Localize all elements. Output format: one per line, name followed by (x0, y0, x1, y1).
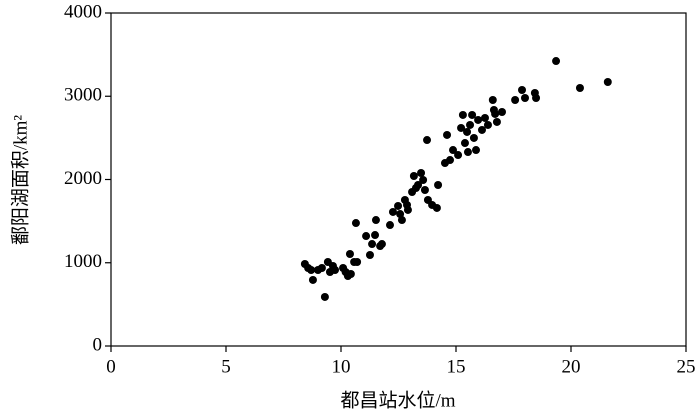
point (463, 148, 472, 157)
point (417, 169, 426, 178)
point (307, 265, 316, 274)
point (492, 117, 501, 126)
y-tick-label: 3000 (64, 85, 102, 106)
point (385, 221, 394, 230)
y-tick-label: 0 (93, 334, 103, 355)
point (463, 127, 472, 136)
point (483, 120, 492, 129)
point (368, 240, 377, 249)
point (466, 120, 475, 129)
plot-frame (110, 12, 687, 347)
point (414, 180, 423, 189)
point (403, 205, 412, 214)
point (511, 95, 520, 104)
point (498, 107, 506, 116)
x-tick-label: 5 (221, 356, 231, 377)
point (552, 57, 561, 66)
point (468, 110, 477, 119)
point (469, 133, 478, 142)
point (397, 216, 406, 225)
point (518, 86, 527, 95)
point (460, 139, 469, 148)
point (458, 110, 467, 119)
y-tick-label: 2000 (64, 168, 102, 189)
y-tick-label: 1000 (64, 251, 102, 272)
point (446, 156, 455, 165)
point (346, 269, 355, 278)
point (488, 95, 497, 104)
point (521, 93, 529, 102)
point (603, 78, 612, 87)
point (491, 109, 500, 118)
point (575, 84, 584, 93)
point (331, 265, 340, 274)
point (371, 216, 380, 225)
point (472, 146, 481, 155)
point (449, 146, 458, 155)
point (371, 231, 380, 240)
y-axis-label: 鄱阳湖面积/km² (9, 115, 31, 246)
point (377, 240, 386, 249)
point (345, 250, 354, 259)
x-tick-label: 20 (562, 356, 581, 377)
point (454, 151, 463, 160)
x-tick-label: 15 (447, 356, 466, 377)
point (419, 175, 428, 184)
x-tick-label: 0 (106, 356, 116, 377)
point (457, 123, 466, 132)
point (443, 130, 452, 139)
point (420, 185, 429, 194)
point (351, 219, 360, 228)
point (480, 113, 489, 122)
y-tick-label: 4000 (64, 1, 102, 22)
point (353, 258, 362, 267)
point (388, 207, 397, 216)
x-tick-label: 25 (677, 356, 696, 377)
point (474, 115, 483, 124)
point (365, 251, 374, 260)
point (434, 180, 443, 189)
point (362, 232, 371, 241)
point (423, 136, 432, 145)
x-tick-label: 10 (332, 356, 351, 377)
x-axis-label: 都昌站水位/m (340, 389, 455, 411)
point (320, 292, 329, 301)
point (308, 275, 317, 284)
point (394, 201, 403, 210)
point (432, 203, 441, 212)
point (477, 125, 486, 134)
point (532, 93, 541, 102)
point (317, 263, 326, 272)
point (409, 172, 418, 181)
